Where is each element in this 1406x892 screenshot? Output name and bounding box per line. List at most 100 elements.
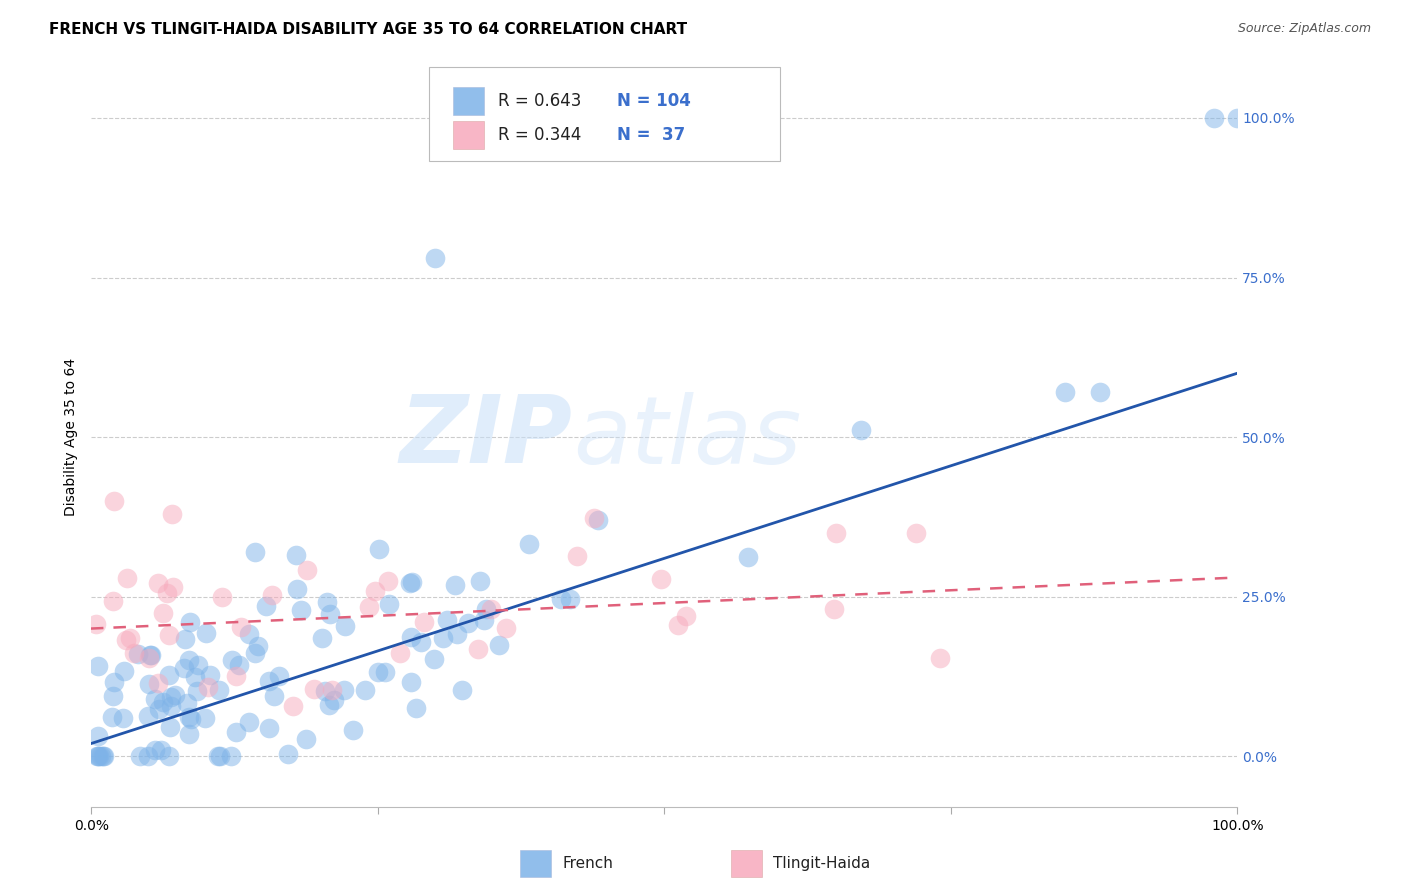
Point [443,578,465,592]
Point [294,732,316,747]
Point [401,574,423,589]
Point [364,584,387,599]
Point [138,651,160,665]
Point [367,542,389,557]
Point [851,423,873,437]
Point [332,683,354,698]
Point [405,701,427,715]
Point [152,695,174,709]
Point [176,696,198,710]
Point [150,742,173,756]
Text: FRENCH VS TLINGIT-HAIDA DISABILITY AGE 35 TO 64 CORRELATION CHART: FRENCH VS TLINGIT-HAIDA DISABILITY AGE 3… [49,22,688,37]
Point [90,749,112,764]
Point [111,711,134,725]
Point [281,699,304,714]
Point [475,602,498,616]
Point [146,676,169,690]
Point [354,683,377,698]
Point [207,749,229,764]
Point [156,586,179,600]
Point [136,708,159,723]
Point [179,727,201,741]
Point [160,507,183,521]
Point [141,648,163,663]
Text: N =  37: N = 37 [617,126,686,144]
Point [318,698,340,712]
Point [138,648,160,662]
Text: atlas: atlas [572,392,801,483]
Point [136,749,159,764]
Point [157,668,180,682]
Point [101,594,124,608]
Point [128,749,150,764]
Point [357,600,380,615]
Point [284,549,307,563]
Point [245,545,267,559]
Point [378,598,401,612]
Point [423,252,446,266]
Point [198,668,221,682]
Point [409,635,432,649]
Point [1088,385,1111,400]
Point [479,602,502,616]
Point [103,674,125,689]
Point [159,698,181,713]
Point [488,638,510,652]
Point [152,607,174,621]
Y-axis label: Disability Age 35 to 64: Disability Age 35 to 64 [63,358,77,516]
Point [316,595,339,609]
Point [565,549,588,563]
Point [157,628,180,642]
Point [257,721,280,735]
Point [208,683,231,698]
Text: R = 0.344: R = 0.344 [498,126,581,144]
Point [468,574,491,588]
Point [823,602,845,616]
Point [319,607,342,622]
Point [228,657,250,672]
Point [737,549,759,564]
Point [194,711,217,725]
Point [238,715,260,730]
Point [187,658,209,673]
Point [211,591,233,605]
Point [550,591,572,606]
Point [560,591,582,606]
Point [367,665,389,680]
Point [517,537,540,551]
Point [290,603,312,617]
Point [457,615,479,630]
Point [197,680,219,694]
Point [143,743,166,757]
Point [436,613,458,627]
Point [267,669,290,683]
Point [101,690,124,704]
Point [179,615,201,629]
Point [115,633,138,648]
Point [101,710,124,724]
Point [302,681,325,696]
Point [260,588,283,602]
Point [84,617,107,632]
Point [1204,111,1226,125]
Point [472,613,495,627]
Point [157,749,180,764]
Point [160,690,183,704]
Point [451,683,474,698]
Point [174,632,197,646]
Point [225,724,247,739]
Point [127,647,149,661]
Point [159,720,181,734]
Point [929,650,952,665]
Point [314,684,336,698]
Point [586,513,609,527]
Point [122,646,145,660]
Text: Tlingit-Haida: Tlingit-Haida [773,856,870,871]
Point [905,525,928,540]
Point [825,525,848,540]
Point [582,511,605,525]
Point [668,618,690,632]
Point [432,632,454,646]
Point [446,626,468,640]
Point [467,641,489,656]
